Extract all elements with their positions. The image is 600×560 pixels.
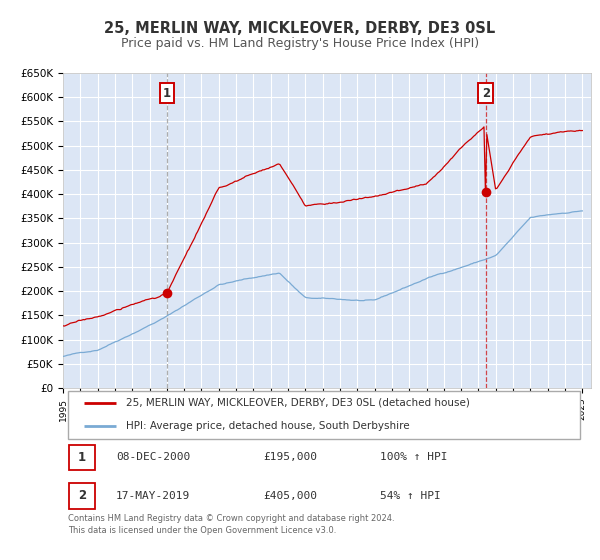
FancyBboxPatch shape [70,483,95,508]
Text: 08-DEC-2000: 08-DEC-2000 [116,452,190,463]
Text: 100% ↑ HPI: 100% ↑ HPI [380,452,448,463]
Text: 1: 1 [163,87,171,100]
Text: 2: 2 [78,489,86,502]
Text: 17-MAY-2019: 17-MAY-2019 [116,491,190,501]
FancyBboxPatch shape [70,445,95,470]
Text: HPI: Average price, detached house, South Derbyshire: HPI: Average price, detached house, Sout… [127,422,410,431]
Text: £195,000: £195,000 [263,452,317,463]
Text: 25, MERLIN WAY, MICKLEOVER, DERBY, DE3 0SL: 25, MERLIN WAY, MICKLEOVER, DERBY, DE3 0… [104,21,496,36]
Text: 25, MERLIN WAY, MICKLEOVER, DERBY, DE3 0SL (detached house): 25, MERLIN WAY, MICKLEOVER, DERBY, DE3 0… [127,398,470,408]
Text: Price paid vs. HM Land Registry's House Price Index (HPI): Price paid vs. HM Land Registry's House … [121,37,479,50]
Text: 2: 2 [482,87,490,100]
FancyBboxPatch shape [68,391,580,439]
Text: £405,000: £405,000 [263,491,317,501]
Text: Contains HM Land Registry data © Crown copyright and database right 2024.
This d: Contains HM Land Registry data © Crown c… [68,514,395,535]
Text: 1: 1 [78,451,86,464]
Text: 54% ↑ HPI: 54% ↑ HPI [380,491,440,501]
